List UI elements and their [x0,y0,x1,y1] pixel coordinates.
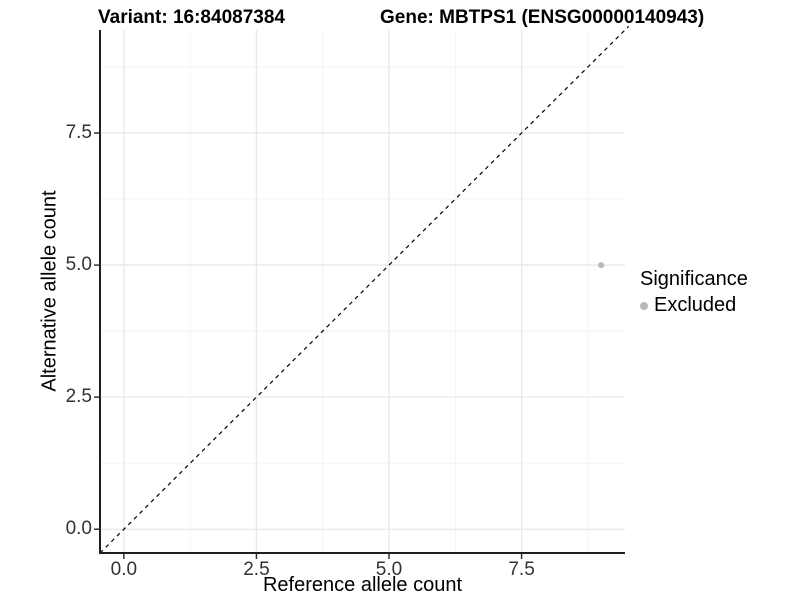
x-tick-label: 0.0 [110,559,138,580]
legend-item-label: Excluded [654,294,737,316]
identity-line [99,25,630,554]
legend: Significance Excluded [640,268,748,317]
variant-title: Variant: 16:84087384 [98,7,285,28]
x-axis-label: Reference allele count [262,574,462,596]
legend-item-excluded: Excluded [640,294,748,317]
y-tick-label: 0.0 [65,518,92,540]
x-tick-label: 5.0 [375,559,403,580]
y-tick-label: 2.5 [65,386,92,408]
legend-point-icon [640,301,648,310]
y-tick-label: 7.5 [65,122,92,143]
x-tick-label: 7.5 [508,559,535,580]
legend-title: Significance [640,268,748,290]
x-tick-label: 2.5 [243,559,270,580]
y-tick-label: 5.0 [65,254,92,276]
data-point [598,262,605,269]
y-axis-label: Alternative allele count [38,190,61,392]
gene-title: Gene: MBTPS1 (ENSG00000140943) [380,7,705,28]
